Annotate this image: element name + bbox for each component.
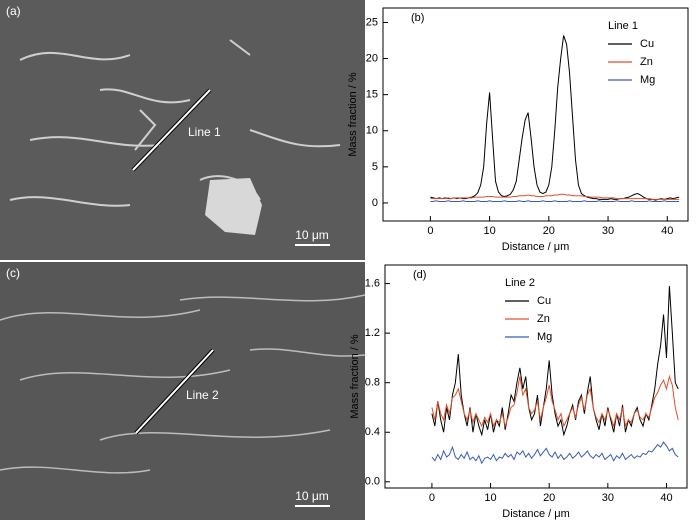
panel-label: (b) bbox=[411, 12, 424, 24]
scale-label: 10 μm bbox=[295, 228, 329, 242]
y-tick-label: 20 bbox=[366, 52, 378, 64]
y-tick-label: 5 bbox=[372, 161, 378, 173]
data-line bbox=[431, 441, 679, 465]
y-tick-label: 0 bbox=[372, 197, 378, 209]
line-label: Line 1 bbox=[188, 125, 221, 139]
panel-label: (c) bbox=[6, 266, 20, 280]
data-line bbox=[431, 286, 679, 437]
micrograph-a: (a) Line 1 10 μm bbox=[0, 0, 365, 260]
y-tick-label: 0.0 bbox=[365, 476, 380, 488]
x-tick-label: 20 bbox=[543, 225, 555, 237]
y-tick-label: 1.6 bbox=[365, 277, 380, 289]
x-axis-label: Distance / μm bbox=[502, 508, 569, 520]
plot-frame bbox=[384, 264, 688, 489]
legend-label: Cu bbox=[537, 295, 551, 307]
chart: 0 10 20 30 40 0.0 0.4 0.8 1.2 1.6 Distance / μm Mas… bbox=[349, 264, 688, 520]
data-line bbox=[430, 35, 680, 201]
data-line bbox=[430, 200, 680, 203]
x-axis-label: Distance / μm bbox=[502, 241, 569, 253]
y-tick-label: 15 bbox=[366, 89, 378, 101]
micrograph-c: (c) Line 2 10 μm bbox=[0, 262, 366, 520]
plot-frame bbox=[382, 7, 689, 222]
x-tick-label: 40 bbox=[661, 225, 673, 237]
x-tick-label: 20 bbox=[543, 492, 555, 504]
legend-title: Line 1 bbox=[608, 20, 638, 32]
legend-label: Mg bbox=[537, 331, 552, 343]
y-axis-label: Mass fraction / % bbox=[349, 334, 361, 419]
data-line bbox=[430, 193, 680, 200]
sem-image bbox=[0, 262, 365, 520]
x-tick-label: 40 bbox=[660, 492, 672, 504]
grain-boundaries bbox=[0, 294, 366, 474]
y-tick-label: 1.2 bbox=[365, 327, 380, 339]
y-tick-label: 0.4 bbox=[365, 426, 380, 438]
legend-label: Cu bbox=[640, 38, 654, 50]
legend-label: Zn bbox=[537, 313, 550, 325]
y-tick-label: 25 bbox=[366, 16, 378, 28]
x-tick-label: 10 bbox=[483, 225, 495, 237]
x-tick-label: 0 bbox=[429, 492, 435, 504]
scale-label: 10 μm bbox=[295, 489, 329, 503]
y-tick-label: 10 bbox=[366, 125, 378, 137]
x-tick-label: 10 bbox=[484, 492, 496, 504]
legend-label: Zn bbox=[640, 56, 653, 68]
scan-line bbox=[132, 89, 211, 171]
line-label: Line 2 bbox=[186, 388, 219, 402]
x-tick-label: 0 bbox=[427, 225, 433, 237]
x-tick-label: 30 bbox=[602, 225, 614, 237]
legend-label: Mg bbox=[640, 74, 655, 86]
particle bbox=[205, 178, 262, 235]
y-tick-label: 0.8 bbox=[365, 377, 380, 389]
sem-image bbox=[0, 0, 365, 260]
chart: 0 10 20 30 40 0 5 10 15 20 25 Distance / μm Mass fra… bbox=[347, 7, 689, 253]
legend-title: Line 2 bbox=[505, 277, 535, 289]
panel-label: (a) bbox=[6, 4, 21, 18]
panel-label: (d) bbox=[413, 269, 426, 281]
x-tick-label: 30 bbox=[602, 492, 614, 504]
data-line bbox=[431, 374, 679, 428]
y-axis-label: Mass fraction / % bbox=[347, 72, 359, 157]
scan-line bbox=[135, 349, 214, 434]
